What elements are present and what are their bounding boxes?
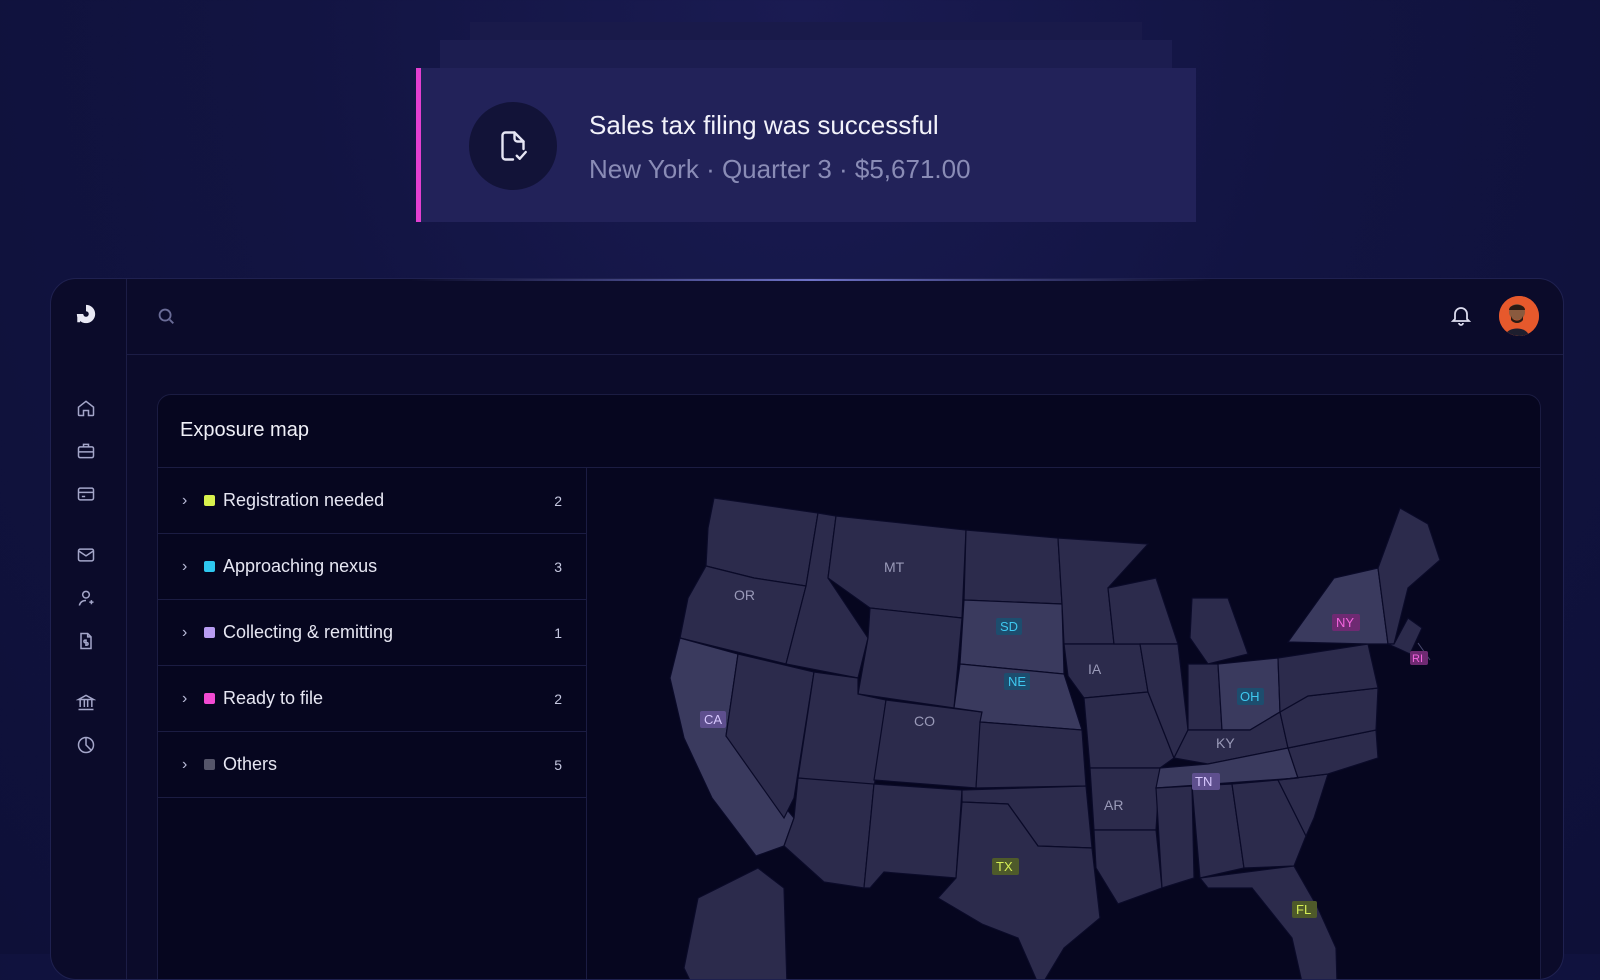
state-shape <box>725 653 815 820</box>
sidebar <box>51 279 127 979</box>
category-swatch <box>204 693 215 704</box>
mail-icon[interactable] <box>75 544 97 566</box>
state-tag-sd[interactable]: SD <box>996 618 1022 635</box>
window-top-glow <box>411 279 1211 281</box>
toast-subtitle: New York · Quarter 3 · $5,671.00 <box>589 154 971 184</box>
category-label: Approaching nexus <box>223 556 378 576</box>
card-icon[interactable] <box>75 483 97 505</box>
bank-icon[interactable] <box>75 691 97 713</box>
bell-icon[interactable] <box>1449 303 1475 329</box>
state-label: KY <box>1216 735 1235 751</box>
state-shape <box>863 783 963 889</box>
state-label: IA <box>1088 661 1102 677</box>
avatar[interactable] <box>1499 296 1539 336</box>
state-shape <box>683 867 788 979</box>
state-shape <box>1089 767 1161 831</box>
state-shape <box>1231 779 1307 869</box>
search-icon[interactable] <box>155 305 179 329</box>
toast-title: Sales tax filing was successful <box>589 110 939 140</box>
chevron-right-icon: › <box>182 623 188 641</box>
briefcase-icon[interactable] <box>75 440 97 462</box>
state-label: MT <box>884 559 905 575</box>
state-shape <box>857 607 963 709</box>
category-swatch <box>204 495 215 506</box>
state-tag-fl[interactable]: FL <box>1292 901 1317 918</box>
category-swatch <box>204 759 215 770</box>
state-shape <box>1083 691 1175 769</box>
state-label: CO <box>914 713 935 729</box>
state-tag-ca[interactable]: CA <box>700 711 726 728</box>
state-tag-ny[interactable]: NY <box>1332 614 1360 631</box>
state-tag-label: SD <box>1000 619 1018 634</box>
success-toast[interactable]: Sales tax filing was successful New York… <box>416 68 1196 222</box>
state-tag-ri[interactable]: RI <box>1410 651 1428 665</box>
state-tag-ne[interactable]: NE <box>1004 673 1030 690</box>
state-shape <box>1189 597 1249 665</box>
card-title: Exposure map <box>180 419 309 441</box>
app-window: Exposure map › Registration needed 2 › A… <box>50 278 1564 980</box>
us-exposure-map: OR MT IA CO KY AR SD NE OH CA <box>669 497 1441 979</box>
top-bar <box>127 279 1563 355</box>
state-tag-label: NE <box>1008 674 1026 689</box>
state-tag-label: OH <box>1240 689 1260 704</box>
divider <box>158 467 1540 468</box>
list-item[interactable]: › Others 5 <box>158 732 586 798</box>
dollar-document-icon[interactable] <box>75 630 97 652</box>
state-tag-label: RI <box>1412 653 1423 665</box>
home-icon[interactable] <box>75 397 97 419</box>
state-tag-label: TN <box>1195 774 1212 789</box>
state-tag-label: FL <box>1296 902 1311 917</box>
chevron-right-icon: › <box>182 689 188 707</box>
category-count: 3 <box>554 558 562 575</box>
state-shape <box>1286 567 1389 645</box>
state-shape <box>1198 865 1338 979</box>
state-shape <box>1093 829 1163 905</box>
state-label: OR <box>734 587 755 603</box>
category-count: 5 <box>554 756 562 773</box>
category-label: Others <box>223 754 278 774</box>
category-label: Registration needed <box>223 490 385 510</box>
list-item[interactable]: › Collecting & remitting 1 <box>158 600 586 666</box>
chevron-right-icon: › <box>182 557 188 575</box>
state-tag-oh[interactable]: OH <box>1237 688 1264 705</box>
state-shape <box>1277 643 1379 714</box>
category-list: › Registration needed 2 › Approaching ne… <box>158 468 587 979</box>
state-shape <box>1387 617 1423 655</box>
chevron-right-icon: › <box>182 491 188 509</box>
list-item[interactable]: › Approaching nexus 3 <box>158 534 586 600</box>
category-label: Collecting & remitting <box>223 622 394 642</box>
state-shape <box>783 777 875 889</box>
exposure-map-card: Exposure map › Registration needed 2 › A… <box>157 394 1541 979</box>
category-swatch <box>204 627 215 638</box>
state-tag-label: NY <box>1336 615 1354 630</box>
state-shape <box>1155 785 1195 889</box>
state-label: AR <box>1104 797 1123 813</box>
state-shape <box>1063 643 1149 699</box>
chevron-right-icon: › <box>182 755 188 773</box>
pie-chart-icon[interactable] <box>75 734 97 756</box>
list-item[interactable]: › Registration needed 2 <box>158 468 586 534</box>
state-tag-label: CA <box>704 712 722 727</box>
state-shape <box>959 599 1065 675</box>
state-shape <box>975 721 1087 789</box>
state-tag-tx[interactable]: TX <box>992 858 1019 875</box>
category-count: 1 <box>554 624 562 641</box>
state-shape <box>1187 663 1223 731</box>
category-label: Ready to file <box>223 688 324 708</box>
category-count: 2 <box>554 690 562 707</box>
document-check-icon <box>469 102 557 190</box>
logo-icon[interactable] <box>75 303 97 325</box>
user-icon[interactable] <box>75 587 97 609</box>
category-count: 2 <box>554 492 562 509</box>
state-shape <box>1107 577 1179 645</box>
category-swatch <box>204 561 215 572</box>
state-tag-tn[interactable]: TN <box>1192 773 1220 790</box>
state-tag-label: TX <box>996 859 1013 874</box>
state-shape <box>963 529 1063 605</box>
list-item[interactable]: › Ready to file 2 <box>158 666 586 732</box>
